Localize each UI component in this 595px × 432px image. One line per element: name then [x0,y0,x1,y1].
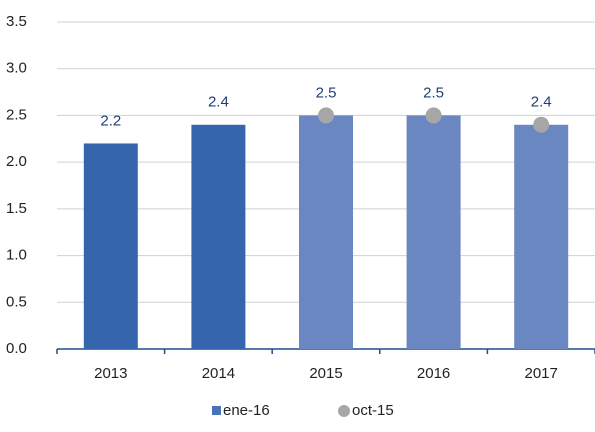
y-tick-label: 2.0 [6,153,27,170]
legend-label: oct-15 [352,402,394,419]
data-label: 2.2 [100,112,121,129]
x-tick-label: 2017 [525,365,558,382]
bar [83,143,138,349]
y-tick-label: 0.0 [6,340,27,357]
bar [406,115,461,349]
data-label: 2.5 [423,84,444,101]
legend-label: ene-16 [223,402,270,419]
x-tick-label: 2015 [309,365,342,382]
marker [318,107,334,124]
data-label: 2.4 [531,94,552,111]
bar [299,115,353,349]
bar [191,124,246,350]
legend-marker [338,405,350,417]
marker [425,107,442,124]
x-tick-label: 2014 [202,365,235,382]
bar [514,124,569,350]
y-tick-label: 1.5 [6,200,27,217]
data-label: 2.5 [316,84,337,101]
x-tick-label: 2013 [94,365,127,382]
data-label: 2.4 [208,94,229,111]
y-tick-label: 1.0 [6,247,27,264]
marker [533,116,550,133]
y-tick-label: 2.5 [6,106,27,123]
y-tick-label: 3.5 [6,13,27,30]
y-tick-label: 3.0 [6,60,27,77]
legend-marker [212,406,221,415]
y-tick-label: 0.5 [6,293,27,310]
x-tick-label: 2016 [417,365,450,382]
